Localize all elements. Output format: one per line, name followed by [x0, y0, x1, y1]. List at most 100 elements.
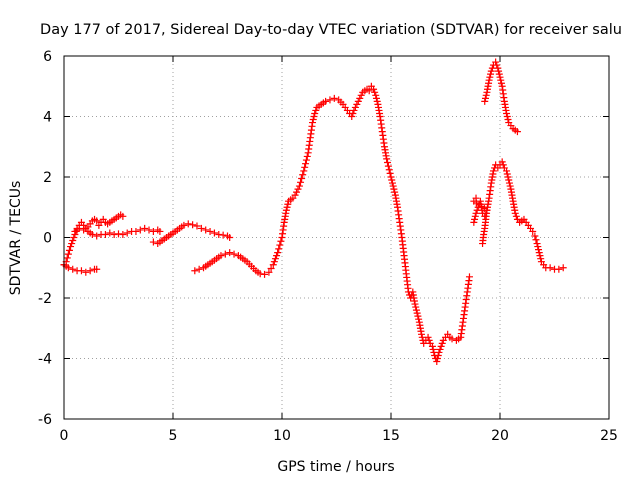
data-point: [354, 97, 362, 105]
data-point: [506, 182, 514, 190]
data-point: [492, 58, 500, 66]
data-point: [265, 268, 273, 276]
data-point: [504, 116, 512, 124]
data-point: [388, 179, 396, 187]
data-point: [322, 97, 330, 105]
data-point: [303, 152, 311, 160]
data-point: [110, 230, 118, 238]
data-point: [497, 76, 505, 84]
x-tick-label: 5: [169, 428, 178, 444]
data-point: [63, 254, 71, 262]
data-point: [284, 200, 292, 208]
data-point: [499, 161, 507, 169]
plot-frame: [63, 55, 610, 420]
data-point: [300, 167, 308, 175]
data-point: [184, 220, 192, 228]
data-point: [357, 91, 365, 99]
data-point: [481, 97, 489, 105]
data-point: [274, 249, 282, 257]
data-point: [275, 245, 283, 253]
data-point: [75, 224, 83, 232]
data-point: [269, 261, 277, 269]
data-point: [465, 273, 473, 281]
data-point: [425, 336, 433, 344]
x-tick-label: 20: [491, 428, 509, 444]
data-point: [471, 212, 479, 220]
data-point: [226, 249, 234, 257]
data-point: [529, 227, 537, 235]
series-s3: [71, 224, 164, 240]
data-point: [385, 166, 393, 174]
data-point: [489, 167, 497, 175]
x-tick-label: 25: [600, 428, 618, 444]
y-tick-label: -2: [38, 291, 52, 307]
data-point: [533, 240, 541, 248]
data-point: [294, 185, 302, 193]
data-point: [428, 342, 436, 350]
data-point: [471, 215, 479, 223]
data-point: [141, 224, 149, 232]
data-point: [472, 194, 480, 202]
data-point: [215, 230, 223, 238]
data-point: [495, 70, 503, 78]
data-point: [276, 241, 284, 249]
data-point: [106, 229, 114, 237]
data-point: [470, 218, 478, 226]
data-point: [115, 230, 122, 238]
chart-title: Day 177 of 2017, Sidereal Day-to-day VTE…: [40, 22, 622, 38]
data-point: [505, 179, 513, 187]
data-point: [505, 176, 513, 184]
data-point: [82, 268, 90, 276]
data-point: [145, 226, 153, 234]
data-point: [69, 237, 77, 245]
data-point: [302, 156, 310, 164]
data-point: [412, 303, 420, 311]
data-point: [226, 234, 234, 241]
data-point: [64, 264, 72, 272]
data-point: [383, 155, 391, 163]
data-point: [291, 191, 299, 199]
data-point: [434, 355, 442, 362]
data-point: [193, 222, 201, 230]
data-point: [256, 270, 264, 278]
data-points: [60, 58, 567, 366]
x-tick-label: 15: [382, 428, 400, 444]
data-point: [384, 158, 392, 166]
y-tick-label: 0: [43, 231, 52, 247]
data-point: [351, 103, 359, 111]
data-point: [412, 306, 420, 314]
y-tick-label: 2: [43, 170, 52, 186]
data-point: [372, 91, 380, 99]
data-point: [413, 309, 421, 317]
data-point: [301, 163, 309, 171]
data-point: [546, 264, 554, 272]
data-point: [503, 113, 511, 120]
data-point: [497, 79, 505, 87]
data-point: [504, 173, 512, 181]
data-point: [485, 76, 493, 84]
data-point: [93, 232, 101, 240]
data-point: [273, 252, 281, 260]
data-point: [149, 227, 157, 235]
data-point: [498, 158, 506, 166]
x-axis-label: GPS time / hours: [277, 459, 394, 475]
series-s4: [149, 220, 234, 248]
data-point: [330, 94, 338, 102]
data-point: [88, 230, 96, 238]
data-point: [277, 237, 285, 245]
data-point: [156, 227, 164, 235]
data-point: [415, 315, 423, 323]
data-point: [391, 188, 399, 196]
data-point: [70, 234, 78, 241]
series-s8: [481, 58, 521, 136]
data-point: [298, 175, 306, 183]
y-axis-label: SDTVAR / TECUs: [8, 181, 24, 296]
data-point: [123, 229, 131, 237]
data-point: [326, 96, 334, 104]
data-point: [487, 67, 495, 75]
data-point: [230, 250, 238, 258]
data-point: [132, 227, 140, 235]
data-point: [472, 209, 480, 217]
data-point: [389, 182, 397, 190]
